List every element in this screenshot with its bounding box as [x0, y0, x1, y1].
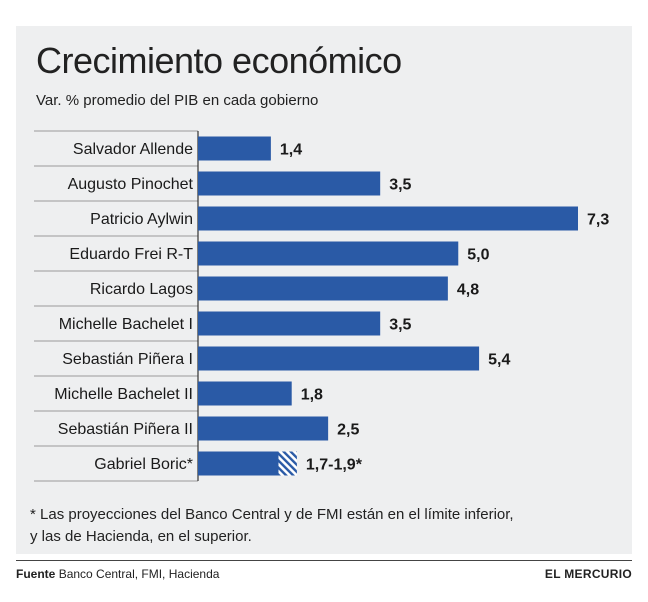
category-label: Augusto Pinochet [68, 176, 194, 193]
value-label: 5,0 [467, 247, 489, 264]
value-label: 1,7-1,9* [306, 457, 363, 474]
bar [198, 241, 459, 266]
category-label: Michelle Bachelet II [54, 386, 193, 403]
bar [198, 311, 381, 336]
category-label: Sebastián Piñera II [58, 421, 193, 438]
bar [198, 451, 279, 476]
brand-label: EL MERCURIO [544, 567, 632, 581]
value-label: 1,4 [280, 142, 302, 159]
bar [198, 171, 381, 196]
footnote-line-1: * Las proyecciones del Banco Central y d… [30, 506, 514, 523]
bar-range-hatch [278, 451, 297, 476]
value-label: 4,8 [457, 282, 479, 299]
value-label: 7,3 [587, 212, 609, 229]
bar [198, 346, 480, 371]
bar [198, 136, 271, 161]
category-label: Sebastián Piñera I [62, 351, 193, 368]
chart-subtitle: Var. % promedio del PIB en cada gobierno [36, 92, 319, 109]
value-label: 1,8 [301, 387, 323, 404]
category-label: Ricardo Lagos [90, 281, 193, 298]
bar [198, 381, 292, 406]
bar-chart: Salvador Allende 1,4 Augusto Pinochet 3,5 Pa… [34, 130, 609, 482]
value-label: 3,5 [389, 317, 411, 334]
chart-title: Crecimiento económico [36, 40, 402, 81]
bar [198, 416, 329, 441]
footer-rule [16, 560, 632, 561]
top-strip [0, 0, 648, 10]
value-label: 3,5 [389, 177, 411, 194]
footnote: * Las proyecciones del Banco Central y d… [30, 504, 620, 548]
value-label: 5,4 [488, 352, 510, 369]
source-label: Fuente [16, 567, 56, 581]
category-label: Michelle Bachelet I [59, 316, 193, 333]
source-line: Fuente Banco Central, FMI, Hacienda [16, 567, 219, 581]
bar [198, 206, 578, 231]
category-label: Patricio Aylwin [90, 211, 193, 228]
footnote-line-2: y las de Hacienda, en el superior. [30, 528, 252, 545]
category-label: Salvador Allende [73, 141, 193, 158]
category-label: Eduardo Frei R-T [69, 246, 193, 263]
category-label: Gabriel Boric* [94, 456, 193, 473]
bar [198, 276, 448, 301]
source-text: Banco Central, FMI, Hacienda [58, 567, 220, 581]
value-label: 2,5 [337, 422, 359, 439]
